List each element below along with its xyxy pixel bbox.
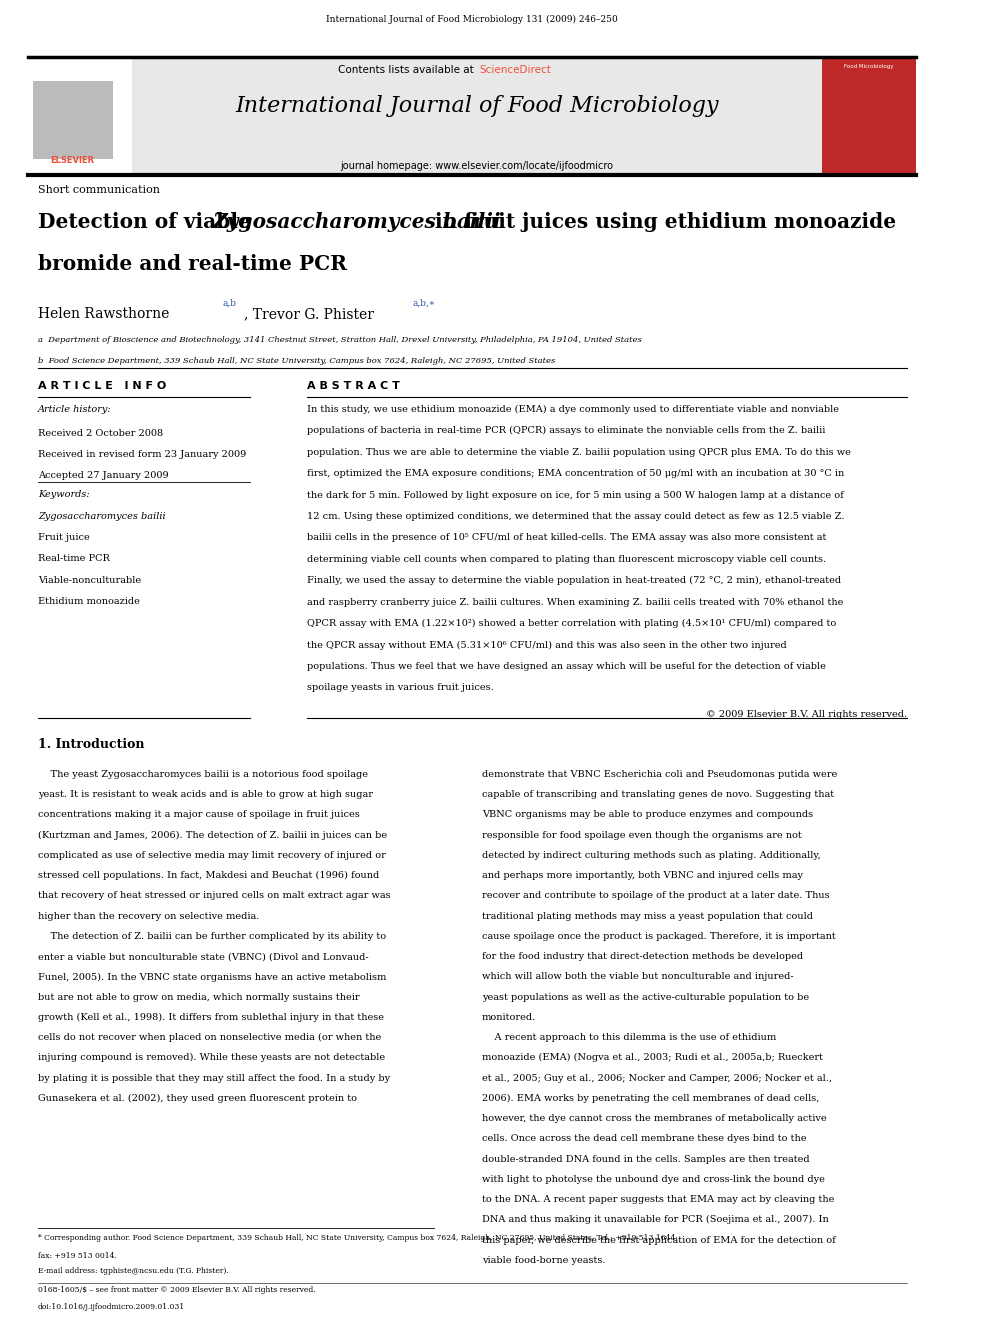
Text: complicated as use of selective media may limit recovery of injured or: complicated as use of selective media ma… [38,851,386,860]
Text: Zygosaccharomyces bailii: Zygosaccharomyces bailii [212,212,501,232]
Text: Funel, 2005). In the VBNC state organisms have an active metabolism: Funel, 2005). In the VBNC state organism… [38,972,386,982]
Text: by plating it is possible that they may still affect the food. In a study by: by plating it is possible that they may … [38,1074,390,1082]
Text: responsible for food spoilage even though the organisms are not: responsible for food spoilage even thoug… [482,831,802,840]
Text: concentrations making it a major cause of spoilage in fruit juices: concentrations making it a major cause o… [38,811,359,819]
Text: Received in revised form 23 January 2009: Received in revised form 23 January 2009 [38,450,246,459]
Text: International Journal of Food Microbiology: International Journal of Food Microbiolo… [235,95,719,118]
Text: first, optimized the EMA exposure conditions; EMA concentration of 50 μg/ml with: first, optimized the EMA exposure condit… [307,470,844,478]
Text: bromide and real-time PCR: bromide and real-time PCR [38,254,347,274]
Text: A R T I C L E   I N F O: A R T I C L E I N F O [38,381,166,392]
Text: 2006). EMA works by penetrating the cell membranes of dead cells,: 2006). EMA works by penetrating the cell… [482,1094,819,1103]
Text: traditional plating methods may miss a yeast population that could: traditional plating methods may miss a y… [482,912,812,921]
Text: Helen Rawsthorne: Helen Rawsthorne [38,307,170,321]
Text: et al., 2005; Guy et al., 2006; Nocker and Camper, 2006; Nocker et al.,: et al., 2005; Guy et al., 2006; Nocker a… [482,1074,831,1082]
Text: viable food-borne yeasts.: viable food-borne yeasts. [482,1256,605,1265]
Text: , Trevor G. Phister: , Trevor G. Phister [244,307,374,321]
Text: A B S T R A C T: A B S T R A C T [307,381,400,392]
Text: the QPCR assay without EMA (5.31×10⁶ CFU/ml) and this was also seen in the other: the QPCR assay without EMA (5.31×10⁶ CFU… [307,640,787,650]
Text: Real-time PCR: Real-time PCR [38,554,110,564]
Text: and perhaps more importantly, both VBNC and injured cells may: and perhaps more importantly, both VBNC … [482,872,803,880]
Text: journal homepage: www.elsevier.com/locate/ijfoodmicro: journal homepage: www.elsevier.com/locat… [340,161,613,172]
Text: populations of bacteria in real-time PCR (QPCR) assays to eliminate the nonviabl: populations of bacteria in real-time PCR… [307,426,825,435]
Text: double-stranded DNA found in the cells. Samples are then treated: double-stranded DNA found in the cells. … [482,1155,809,1164]
Text: DNA and thus making it unavailable for PCR (Soejima et al., 2007). In: DNA and thus making it unavailable for P… [482,1216,828,1224]
Bar [29,57,132,175]
Text: to the DNA. A recent paper suggests that EMA may act by cleaving the: to the DNA. A recent paper suggests that… [482,1195,834,1204]
Text: doi:10.1016/j.ijfoodmicro.2009.01.031: doi:10.1016/j.ijfoodmicro.2009.01.031 [38,1303,186,1311]
Text: 1. Introduction: 1. Introduction [38,738,144,751]
Text: in fruit juices using ethidium monoazide: in fruit juices using ethidium monoazide [428,212,896,232]
Text: Viable-nonculturable: Viable-nonculturable [38,576,141,585]
Text: cause spoilage once the product is packaged. Therefore, it is important: cause spoilage once the product is packa… [482,931,835,941]
Text: cells do not recover when placed on nonselective media (or when the: cells do not recover when placed on nons… [38,1033,381,1043]
Text: enter a viable but nonculturable state (VBNC) (Divol and Lonvaud-: enter a viable but nonculturable state (… [38,953,368,962]
Text: that recovery of heat stressed or injured cells on malt extract agar was: that recovery of heat stressed or injure… [38,892,391,901]
Text: stressed cell populations. In fact, Makdesi and Beuchat (1996) found: stressed cell populations. In fact, Makd… [38,872,379,880]
Text: International Journal of Food Microbiology 131 (2009) 246–250: International Journal of Food Microbiolo… [326,15,618,24]
Text: for the food industry that direct-detection methods be developed: for the food industry that direct-detect… [482,953,803,962]
Text: 0168-1605/$ – see front matter © 2009 Elsevier B.V. All rights reserved.: 0168-1605/$ – see front matter © 2009 El… [38,1286,315,1294]
Text: bailii cells in the presence of 10⁵ CFU/ml of heat killed-cells. The EMA assay w: bailii cells in the presence of 10⁵ CFU/… [307,533,826,542]
Text: determining viable cell counts when compared to plating than fluorescent microsc: determining viable cell counts when comp… [307,554,826,564]
Text: however, the dye cannot cross the membranes of metabolically active: however, the dye cannot cross the membra… [482,1114,826,1123]
Bar [33,81,113,159]
Text: a  Department of Bioscience and Biotechnology, 3141 Chestnut Street, Stratton Ha: a Department of Bioscience and Biotechno… [38,336,642,344]
Bar [821,57,916,175]
Text: ELSEVIER: ELSEVIER [51,156,95,165]
Text: a,b: a,b [223,299,237,308]
Text: Ethidium monoazide: Ethidium monoazide [38,597,140,606]
Text: ScienceDirect: ScienceDirect [480,65,552,75]
Text: detected by indirect culturing methods such as plating. Additionally,: detected by indirect culturing methods s… [482,851,820,860]
Text: population. Thus we are able to determine the viable Z. bailii population using : population. Thus we are able to determin… [307,447,851,456]
Text: (Kurtzman and James, 2006). The detection of Z. bailii in juices can be: (Kurtzman and James, 2006). The detectio… [38,831,387,840]
Text: A recent approach to this dilemma is the use of ethidium: A recent approach to this dilemma is the… [482,1033,776,1043]
Text: Article history:: Article history: [38,405,111,414]
Text: Received 2 October 2008: Received 2 October 2008 [38,429,163,438]
Text: Contents lists available at: Contents lists available at [338,65,477,75]
Bar [132,57,821,175]
Text: The yeast Zygosaccharomyces bailii is a notorious food spoilage: The yeast Zygosaccharomyces bailii is a … [38,770,368,779]
Text: E-mail address: tgphiste@ncsu.edu (T.G. Phister).: E-mail address: tgphiste@ncsu.edu (T.G. … [38,1267,228,1275]
Text: yeast populations as well as the active-culturable population to be: yeast populations as well as the active-… [482,992,808,1002]
Text: demonstrate that VBNC Escherichia coli and Pseudomonas putida were: demonstrate that VBNC Escherichia coli a… [482,770,837,779]
Text: capable of transcribing and translating genes de novo. Suggesting that: capable of transcribing and translating … [482,790,833,799]
Text: cells. Once across the dead cell membrane these dyes bind to the: cells. Once across the dead cell membran… [482,1134,806,1143]
Text: populations. Thus we feel that we have designed an assay which will be useful fo: populations. Thus we feel that we have d… [307,662,825,671]
Text: Short communication: Short communication [38,185,160,196]
Text: monoazide (EMA) (Nogva et al., 2003; Rudi et al., 2005a,b; Rueckert: monoazide (EMA) (Nogva et al., 2003; Rud… [482,1053,822,1062]
Text: monitored.: monitored. [482,1013,536,1021]
Text: with light to photolyse the unbound dye and cross-link the bound dye: with light to photolyse the unbound dye … [482,1175,824,1184]
Text: VBNC organisms may be able to produce enzymes and compounds: VBNC organisms may be able to produce en… [482,811,812,819]
Text: a,b,∗: a,b,∗ [413,299,435,308]
Text: the dark for 5 min. Followed by light exposure on ice, for 5 min using a 500 W h: the dark for 5 min. Followed by light ex… [307,491,843,500]
Text: * Corresponding author. Food Science Department, 339 Schaub Hall, NC State Unive: * Corresponding author. Food Science Dep… [38,1234,678,1242]
Text: © 2009 Elsevier B.V. All rights reserved.: © 2009 Elsevier B.V. All rights reserved… [705,710,907,720]
Text: QPCR assay with EMA (1.22×10²) showed a better correlation with plating (4.5×10¹: QPCR assay with EMA (1.22×10²) showed a … [307,619,836,628]
Text: Food Microbiology: Food Microbiology [844,64,894,69]
Text: and raspberry cranberry juice Z. bailii cultures. When examining Z. bailii cells: and raspberry cranberry juice Z. bailii … [307,598,843,607]
Text: recover and contribute to spoilage of the product at a later date. Thus: recover and contribute to spoilage of th… [482,892,829,901]
Text: but are not able to grow on media, which normally sustains their: but are not able to grow on media, which… [38,992,359,1002]
Text: injuring compound is removed). While these yeasts are not detectable: injuring compound is removed). While the… [38,1053,385,1062]
Text: spoilage yeasts in various fruit juices.: spoilage yeasts in various fruit juices. [307,684,494,692]
Text: growth (Kell et al., 1998). It differs from sublethal injury in that these: growth (Kell et al., 1998). It differs f… [38,1013,384,1021]
Text: higher than the recovery on selective media.: higher than the recovery on selective me… [38,912,259,921]
Text: which will allow both the viable but nonculturable and injured-: which will allow both the viable but non… [482,972,794,982]
Text: Zygosaccharomyces bailii: Zygosaccharomyces bailii [38,512,166,521]
Text: In this study, we use ethidium monoazide (EMA) a dye commonly used to differenti: In this study, we use ethidium monoazide… [307,405,839,414]
Text: The detection of Z. bailii can be further complicated by its ability to: The detection of Z. bailii can be furthe… [38,931,386,941]
Text: b  Food Science Department, 339 Schaub Hall, NC State University, Campus box 762: b Food Science Department, 339 Schaub Ha… [38,357,556,365]
Text: yeast. It is resistant to weak acids and is able to grow at high sugar: yeast. It is resistant to weak acids and… [38,790,373,799]
Text: Keywords:: Keywords: [38,490,89,499]
Text: Fruit juice: Fruit juice [38,533,89,542]
Text: Finally, we used the assay to determine the viable population in heat-treated (7: Finally, we used the assay to determine … [307,577,841,585]
Text: 12 cm. Using these optimized conditions, we determined that the assay could dete: 12 cm. Using these optimized conditions,… [307,512,844,521]
Text: Accepted 27 January 2009: Accepted 27 January 2009 [38,471,169,480]
Text: fax: +919 513 0014.: fax: +919 513 0014. [38,1252,117,1259]
Text: Detection of viable: Detection of viable [38,212,258,232]
Text: Gunasekera et al. (2002), they used green fluorescent protein to: Gunasekera et al. (2002), they used gree… [38,1094,357,1103]
Text: this paper, we describe the first application of EMA for the detection of: this paper, we describe the first applic… [482,1236,835,1245]
